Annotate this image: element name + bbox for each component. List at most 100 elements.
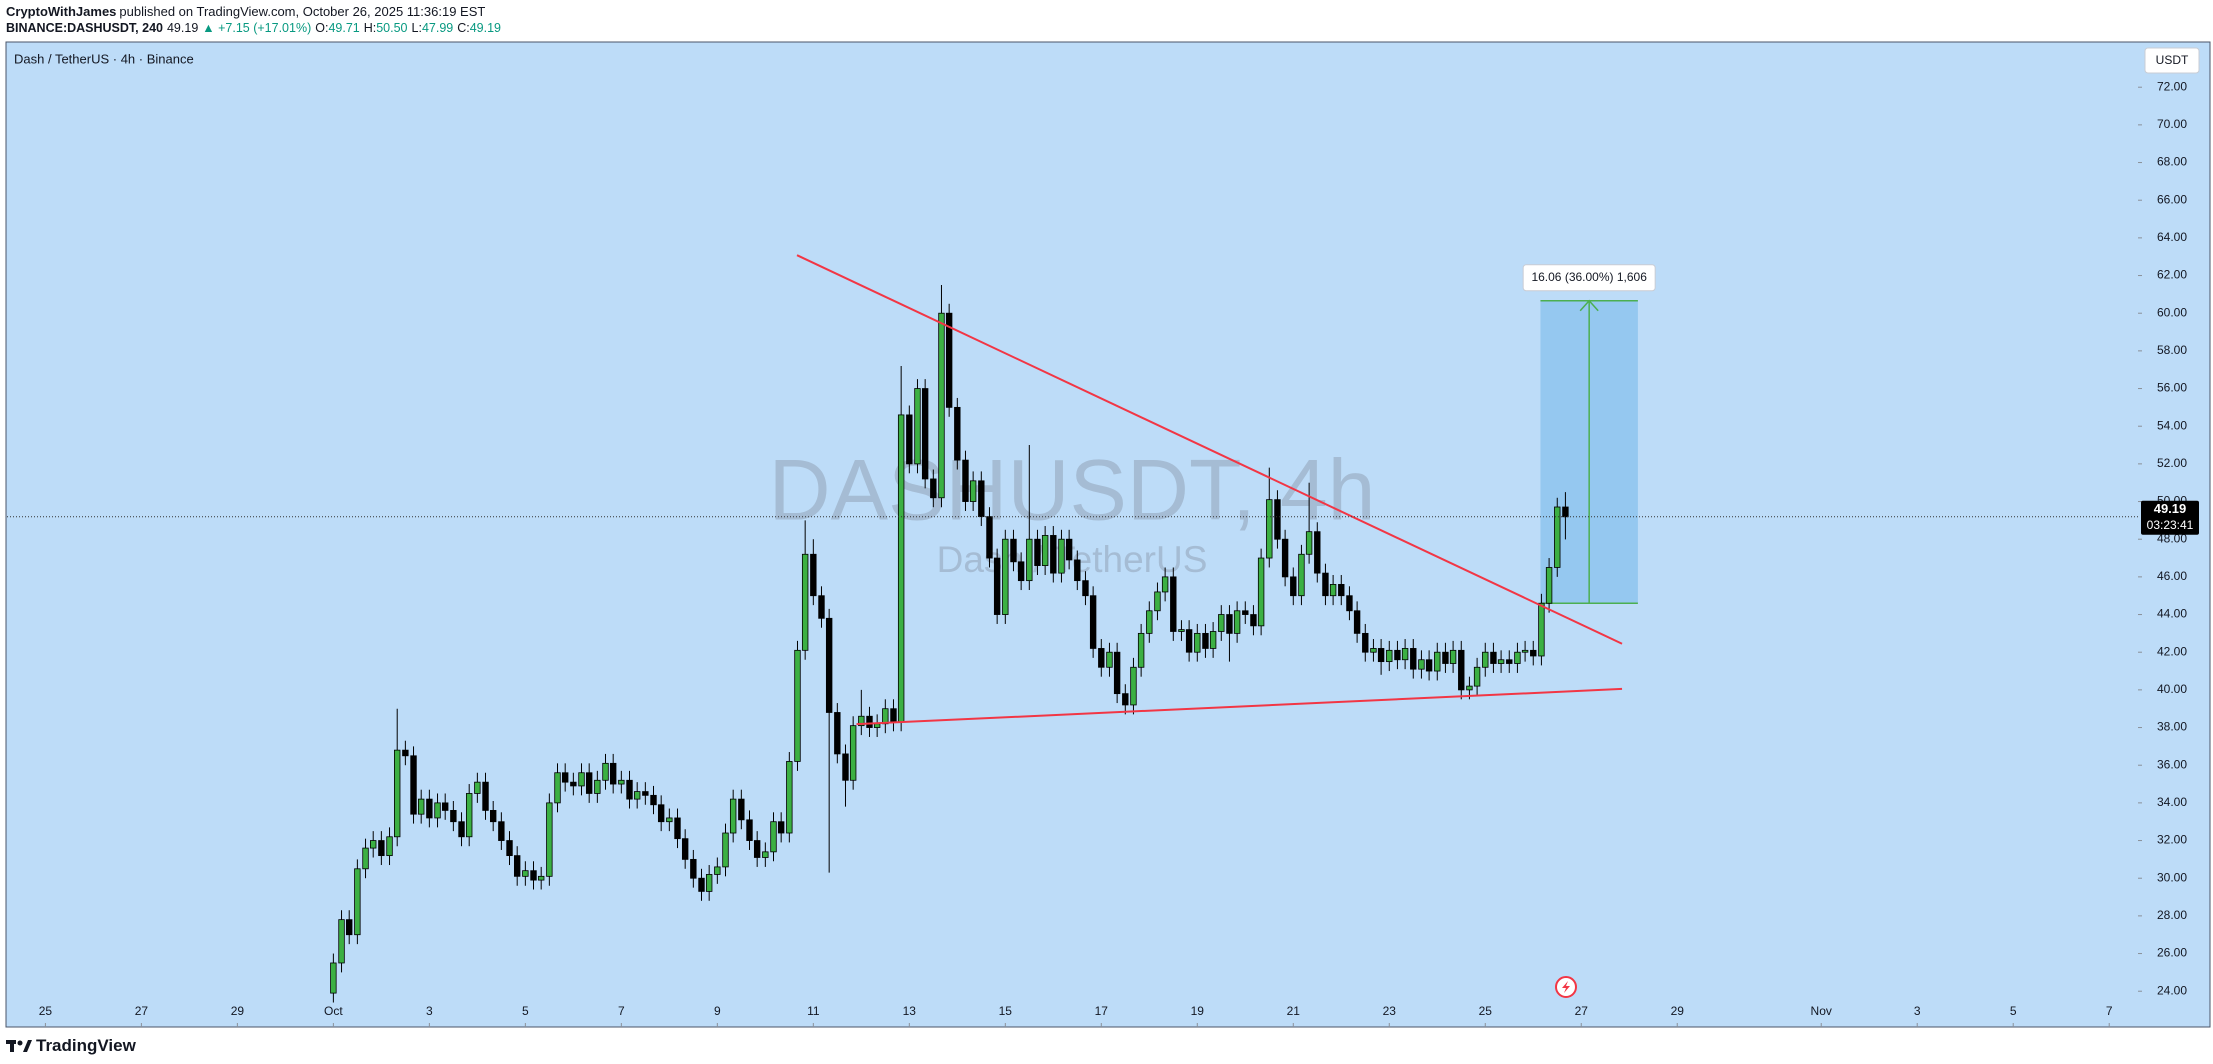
candle-body	[1386, 649, 1393, 663]
candle-body	[1449, 649, 1457, 664]
candle-body	[938, 312, 945, 499]
y-tick-label: 36.00	[2157, 757, 2187, 771]
y-tick-label: 28.00	[2157, 908, 2187, 922]
candle-body	[1242, 610, 1249, 615]
candle-body	[1314, 531, 1321, 574]
candle-body	[714, 866, 721, 875]
candle-body	[1178, 629, 1185, 632]
x-tick-label: 13	[903, 1004, 917, 1018]
candle-body	[657, 804, 665, 823]
candle-body	[1521, 649, 1529, 653]
candle-body	[866, 715, 873, 728]
candle-body	[729, 798, 737, 834]
candle-body	[882, 708, 889, 725]
author[interactable]: CryptoWithJames	[6, 4, 117, 19]
trendline	[796, 254, 1623, 645]
last: 49.19	[166, 21, 199, 35]
x-tick-label: 7	[618, 1004, 625, 1018]
candle-body	[1473, 666, 1481, 687]
candle-body	[1194, 632, 1201, 653]
candle-body	[402, 749, 409, 757]
candle-body	[1113, 651, 1121, 695]
x-tick-label: Oct	[324, 1004, 343, 1018]
candle-body	[537, 875, 545, 881]
candle-body	[978, 480, 985, 518]
footer: TradingView	[6, 1035, 136, 1057]
candle-body	[818, 595, 825, 619]
candle-body	[1209, 631, 1217, 649]
candle-body	[674, 817, 681, 840]
candle-body	[489, 810, 497, 823]
candle-body	[1530, 649, 1537, 657]
candle-body	[897, 414, 905, 723]
x-tick-label: 5	[2010, 1004, 2017, 1018]
y-tick-label: 30.00	[2157, 870, 2187, 884]
candle-body	[738, 798, 745, 821]
y-tick-label: 34.00	[2157, 795, 2187, 809]
candle-body	[690, 858, 697, 879]
candle-body	[722, 832, 729, 868]
x-tick-label: 29	[231, 1004, 245, 1018]
candle-body	[770, 821, 777, 853]
candle-body	[458, 821, 465, 838]
candle-body	[1065, 538, 1073, 561]
candle-body	[330, 962, 337, 994]
candle-body	[906, 414, 913, 465]
candle-body	[602, 762, 609, 781]
candle-body	[1089, 595, 1097, 649]
candle-body	[962, 459, 969, 502]
x-tick-label: 9	[714, 1004, 721, 1018]
candle-body	[642, 791, 649, 796]
y-tick-label: 68.00	[2157, 155, 2187, 169]
candle-body	[921, 388, 929, 480]
currency-box	[2144, 47, 2200, 74]
y-tick-label: 24.00	[2157, 983, 2187, 997]
candle-body	[650, 794, 657, 806]
candle-body	[609, 762, 617, 785]
candle-body	[370, 840, 377, 849]
candle-body	[986, 516, 993, 559]
x-tick-label: 3	[1914, 1004, 1921, 1018]
candle-body	[530, 870, 537, 881]
candle-body	[842, 753, 849, 781]
candle-body	[1218, 614, 1225, 632]
symbol: BINANCE:DASHUSDT, 240	[6, 21, 163, 35]
candle-body	[746, 819, 753, 841]
candle-body	[1281, 538, 1289, 578]
candle-body	[825, 617, 833, 713]
x-tick-label: 11	[807, 1004, 820, 1018]
candle-body	[362, 847, 369, 870]
brand[interactable]: TradingView	[36, 1036, 136, 1055]
candle-body	[594, 779, 601, 794]
candle-body	[498, 821, 505, 841]
candle-body	[1497, 659, 1505, 664]
y-tick-label: 52.00	[2157, 456, 2187, 470]
candle-body	[633, 791, 641, 800]
candle-body	[386, 836, 393, 857]
candle-body	[1545, 567, 1553, 604]
candle-body	[418, 798, 425, 815]
x-tick-label: 7	[2106, 1004, 2113, 1018]
candle-body	[945, 312, 953, 408]
event-icon	[1555, 976, 1577, 998]
ohlc-value: 49.19	[469, 21, 501, 35]
y-tick-label: 32.00	[2157, 833, 2187, 847]
candle-body	[1410, 648, 1417, 670]
ohlc-value: 50.50	[376, 21, 408, 35]
x-tick-label: 5	[522, 1004, 529, 1018]
ohlc: O:49.71 H:50.50 L:47.99 C:49.19	[315, 21, 505, 35]
plot-background	[5, 41, 2211, 1028]
ohlc-value: 49.71	[328, 21, 360, 35]
candle-body	[681, 838, 689, 860]
x-tick-label: Nov	[1811, 1004, 1832, 1018]
candle-body	[969, 480, 977, 502]
change: ▲ +7.15 (+17.01%)	[202, 21, 312, 35]
candle-body	[1538, 602, 1545, 657]
y-tick-label: 42.00	[2157, 644, 2187, 658]
y-tick-label: 72.00	[2157, 79, 2187, 93]
y-tick-label: 40.00	[2157, 682, 2187, 696]
ohlc-label: C:	[457, 21, 470, 35]
candle-body	[1274, 499, 1281, 540]
y-tick-label: 64.00	[2157, 230, 2187, 244]
candle-body	[1442, 651, 1449, 664]
